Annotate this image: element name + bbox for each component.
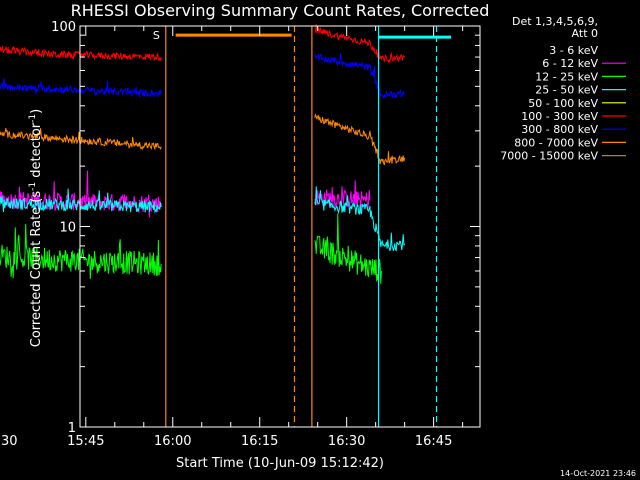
x-tick-label: 16:00 [154,434,191,449]
legend-entry-label: 3 - 6 keV [549,44,598,57]
y-tick-label: 10 [59,221,76,236]
series-line [314,52,406,100]
legend-entry-label: 7000 - 15000 keV [500,150,598,163]
series-line [314,213,382,284]
x-tick-label: 16:45 [415,434,452,449]
series-line [0,128,162,151]
data-series-group [0,24,406,284]
x-tick-label: 15:30 [0,434,18,449]
legend-header: Att 0 [572,27,598,40]
x-tick-label: 16:30 [328,434,365,449]
series-line [314,113,406,166]
y-tick-label: 100 [51,20,76,35]
legend-entry-label: 6 - 12 keV [542,57,598,70]
axes-group: 11010015:1515:3015:4516:0016:1516:3016:4… [0,20,481,449]
series-line [0,170,162,218]
y-axis-label: Corrected Count Rate (s-1 detector-1) [28,109,44,347]
y-tick-label: 1 [68,421,76,436]
legend-entry-label: 800 - 7000 keV [514,136,598,149]
plot-frame [79,25,481,428]
timestamp: 14-Oct-2021 23:46 [560,469,636,478]
annotations-group: S [153,26,452,427]
x-axis-label: Start Time (10-Jun-09 15:12:42) [176,456,384,471]
legend-entry-label: 300 - 800 keV [521,123,598,136]
series-line [0,77,162,98]
x-tick-label: 15:45 [67,434,104,449]
legend-header: Det 1,3,4,5,6,9, [512,15,598,28]
series-line [314,24,405,65]
series-line [0,188,162,214]
legend-entry-label: 50 - 100 keV [528,97,598,110]
series-line [314,186,406,252]
chart-title: RHESSI Observing Summary Count Rates, Co… [71,1,490,20]
legend-entry-label: 12 - 25 keV [535,70,598,83]
legend-entry-label: 100 - 300 keV [521,110,598,123]
series-line [0,45,162,62]
legend-entry-label: 25 - 50 keV [535,84,598,97]
saa-label: S [153,29,160,42]
series-line [0,223,162,279]
x-tick-label: 16:15 [241,434,278,449]
